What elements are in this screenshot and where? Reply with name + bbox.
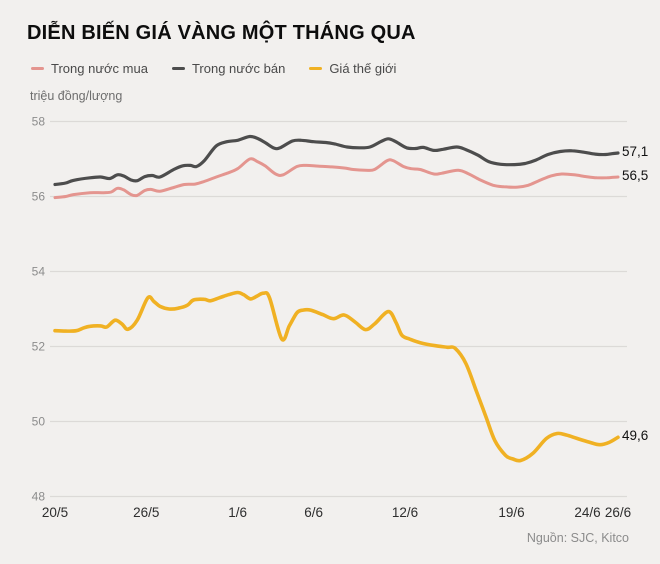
chart-legend: Trong nước mua Trong nước bán Giá thế gi… xyxy=(31,61,396,76)
series-line-0 xyxy=(53,157,620,200)
legend-item-domestic-buy: Trong nước mua xyxy=(31,61,148,76)
end-value-label-sell: 57,1 xyxy=(622,144,649,159)
legend-item-world-price: Giá thế giới xyxy=(309,61,396,76)
x-tick-label-6-6: 6/6 xyxy=(304,505,323,520)
legend-dash-icon xyxy=(171,67,185,70)
x-tick-label-19-6: 19/6 xyxy=(498,505,524,520)
source-credit: Nguồn: SJC, Kitco xyxy=(526,531,629,545)
y-tick-label-50: 50 xyxy=(32,415,46,429)
legend-label: Trong nước mua xyxy=(51,61,148,76)
x-tick-label-24-6: 24/6 xyxy=(574,505,600,520)
x-tick-label-1-6: 1/6 xyxy=(228,505,247,520)
legend-dash-icon xyxy=(309,67,323,70)
y-tick-label-48: 48 xyxy=(32,490,46,504)
chart-title: DIỄN BIẾN GIÁ VÀNG MỘT THÁNG QUA xyxy=(27,22,416,44)
series-line-1 xyxy=(53,134,620,187)
y-tick-label-58: 58 xyxy=(32,115,46,129)
end-value-label-buy: 56,5 xyxy=(622,168,649,183)
x-tick-label-26-5: 26/5 xyxy=(133,505,159,520)
legend-item-domestic-sell: Trong nước bán xyxy=(171,61,286,76)
end-value-label-world: 49,6 xyxy=(622,428,649,444)
y-tick-label-54: 54 xyxy=(32,265,46,279)
x-tick-label-12-6: 12/6 xyxy=(392,505,418,520)
x-tick-label-20-5: 20/5 xyxy=(42,505,68,520)
y-axis-unit-label: triệu đồng/lượng xyxy=(30,89,123,103)
y-tick-label-52: 52 xyxy=(32,340,46,354)
x-tick-label-26-6: 26/6 xyxy=(605,505,631,520)
legend-label: Giá thế giới xyxy=(329,61,397,76)
legend-label: Trong nước bán xyxy=(191,61,286,76)
y-tick-label-56: 56 xyxy=(32,190,46,204)
legend-dash-icon xyxy=(31,67,44,70)
series-line-2 xyxy=(53,290,620,463)
